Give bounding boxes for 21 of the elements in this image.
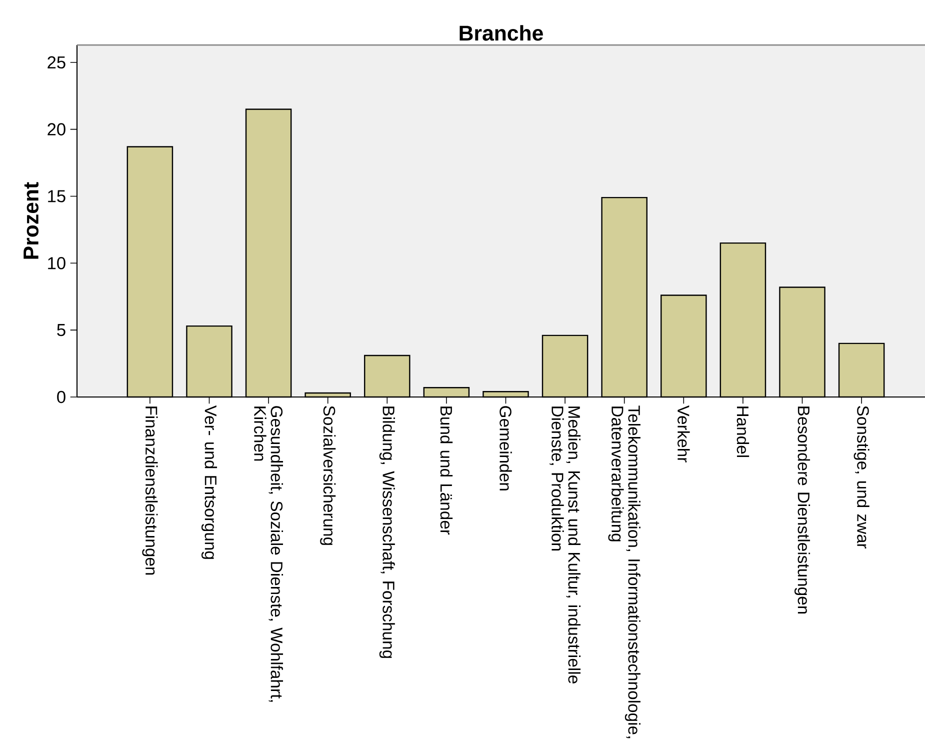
y-axis-title: Prozent xyxy=(24,182,39,259)
x-tick-label: Medien, Kunst und Kultur, industrielle Dienste, Produktion xyxy=(550,406,580,684)
y-tick-label: 20 xyxy=(48,123,66,136)
x-tick-label: Verkehr xyxy=(678,405,690,462)
chart-title: Branche xyxy=(460,25,543,41)
x-tick-label: Sonstige, und zwar xyxy=(854,406,870,549)
y-tick-label: 15 xyxy=(48,190,66,202)
x-tick-label: Handel xyxy=(736,406,750,457)
x-tick-label: Telekommunikation, Informationstechnologie, Datenverarbeitung xyxy=(608,406,640,738)
x-tick-label: Ver- und Entsorgung xyxy=(201,405,218,559)
x-tick-label: Finanzdienstleistungen xyxy=(142,406,158,575)
x-tick-label: Bund und Länder xyxy=(440,406,453,535)
y-tick-label: 5 xyxy=(57,324,66,336)
x-tick-label: Sozialversicherung xyxy=(320,406,336,545)
x-tick-label: Gesundheit, Soziale Dienste, Wohlfahrt, Kirchen xyxy=(254,406,284,702)
y-tick-label: 25 xyxy=(48,56,66,69)
y-tick-label: 10 xyxy=(48,257,66,270)
x-tick-label: Bildung, Wissenschaft, Forschung xyxy=(379,406,395,658)
x-tick-label: Besondere Dienstleistungen xyxy=(794,406,810,614)
y-tick-label: 0 xyxy=(57,390,66,404)
x-tick-label: Gemeinden xyxy=(500,406,512,490)
